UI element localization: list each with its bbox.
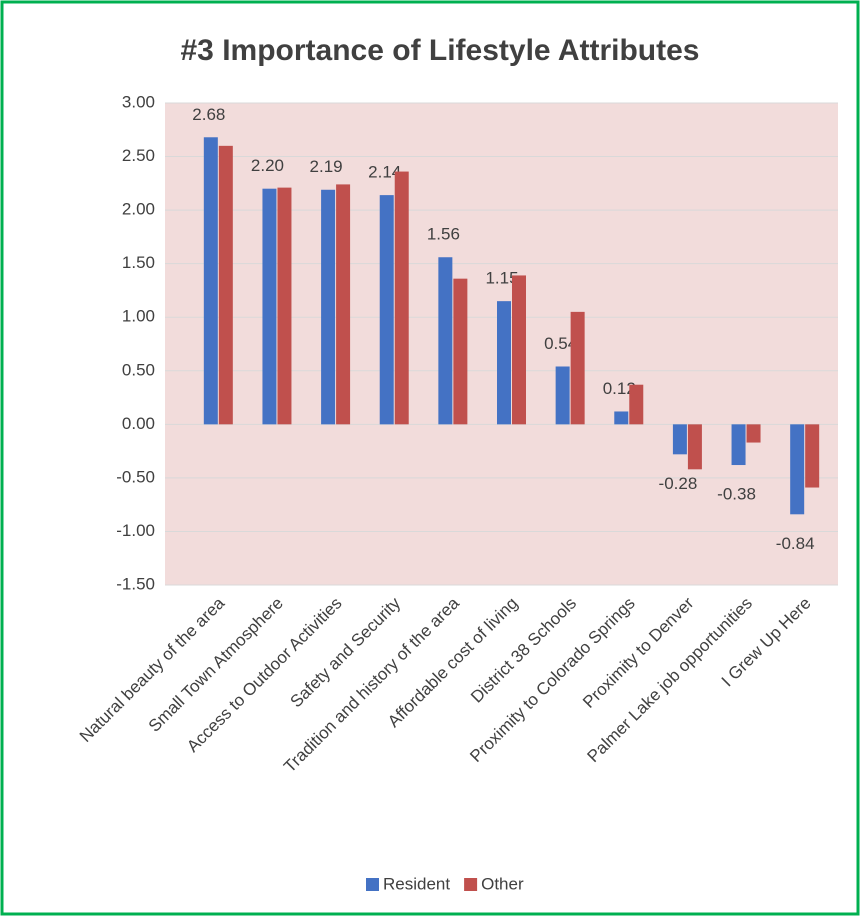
data-label: 2.19: [310, 157, 343, 176]
y-tick-label: 2.50: [122, 146, 155, 165]
bar: [453, 278, 468, 425]
bar: [614, 411, 629, 425]
bar: [336, 184, 351, 425]
bar: [629, 384, 644, 425]
data-label: 1.15: [485, 269, 518, 288]
bar: [555, 366, 570, 425]
bar: [321, 189, 336, 425]
data-label: 2.20: [251, 156, 284, 175]
y-tick-label: 3.00: [122, 92, 155, 111]
data-label: 0.12: [603, 379, 636, 398]
bar: [262, 188, 277, 425]
y-tick-label: -0.50: [116, 467, 155, 486]
bar: [218, 145, 233, 425]
bar: [394, 171, 409, 425]
bar: [805, 424, 820, 488]
bar: [731, 424, 746, 466]
legend-swatch: [464, 878, 478, 891]
data-label: -0.28: [659, 474, 698, 493]
y-tick-label: -1.50: [116, 574, 155, 593]
data-label: 1.56: [427, 225, 460, 244]
legend-label: Resident: [383, 874, 450, 893]
bar: [687, 424, 702, 470]
data-label: 2.14: [368, 163, 401, 182]
y-tick-label: -1.00: [116, 521, 155, 540]
bar: [203, 137, 218, 425]
bar: [570, 311, 585, 425]
data-label: -0.38: [717, 485, 756, 504]
chart-title: #3 Importance of Lifestyle Attributes: [181, 34, 700, 67]
y-tick-label: 0.50: [122, 360, 155, 379]
legend-swatch: [366, 878, 379, 891]
bar: [512, 275, 526, 425]
bar: [497, 301, 511, 425]
legend-label: Other: [481, 874, 524, 893]
y-tick-label: 0.00: [122, 414, 155, 433]
y-tick-label: 1.00: [122, 307, 155, 326]
bar: [790, 424, 805, 515]
y-tick-label: 2.00: [122, 200, 155, 219]
bar: [672, 424, 687, 455]
data-label: 2.68: [192, 105, 225, 124]
bar: [438, 257, 453, 425]
bar: [277, 187, 292, 425]
y-tick-label: 1.50: [122, 253, 155, 272]
data-label: 0.54: [544, 334, 577, 353]
data-label: -0.84: [776, 534, 815, 553]
bar: [746, 424, 761, 443]
bar: [379, 195, 394, 425]
